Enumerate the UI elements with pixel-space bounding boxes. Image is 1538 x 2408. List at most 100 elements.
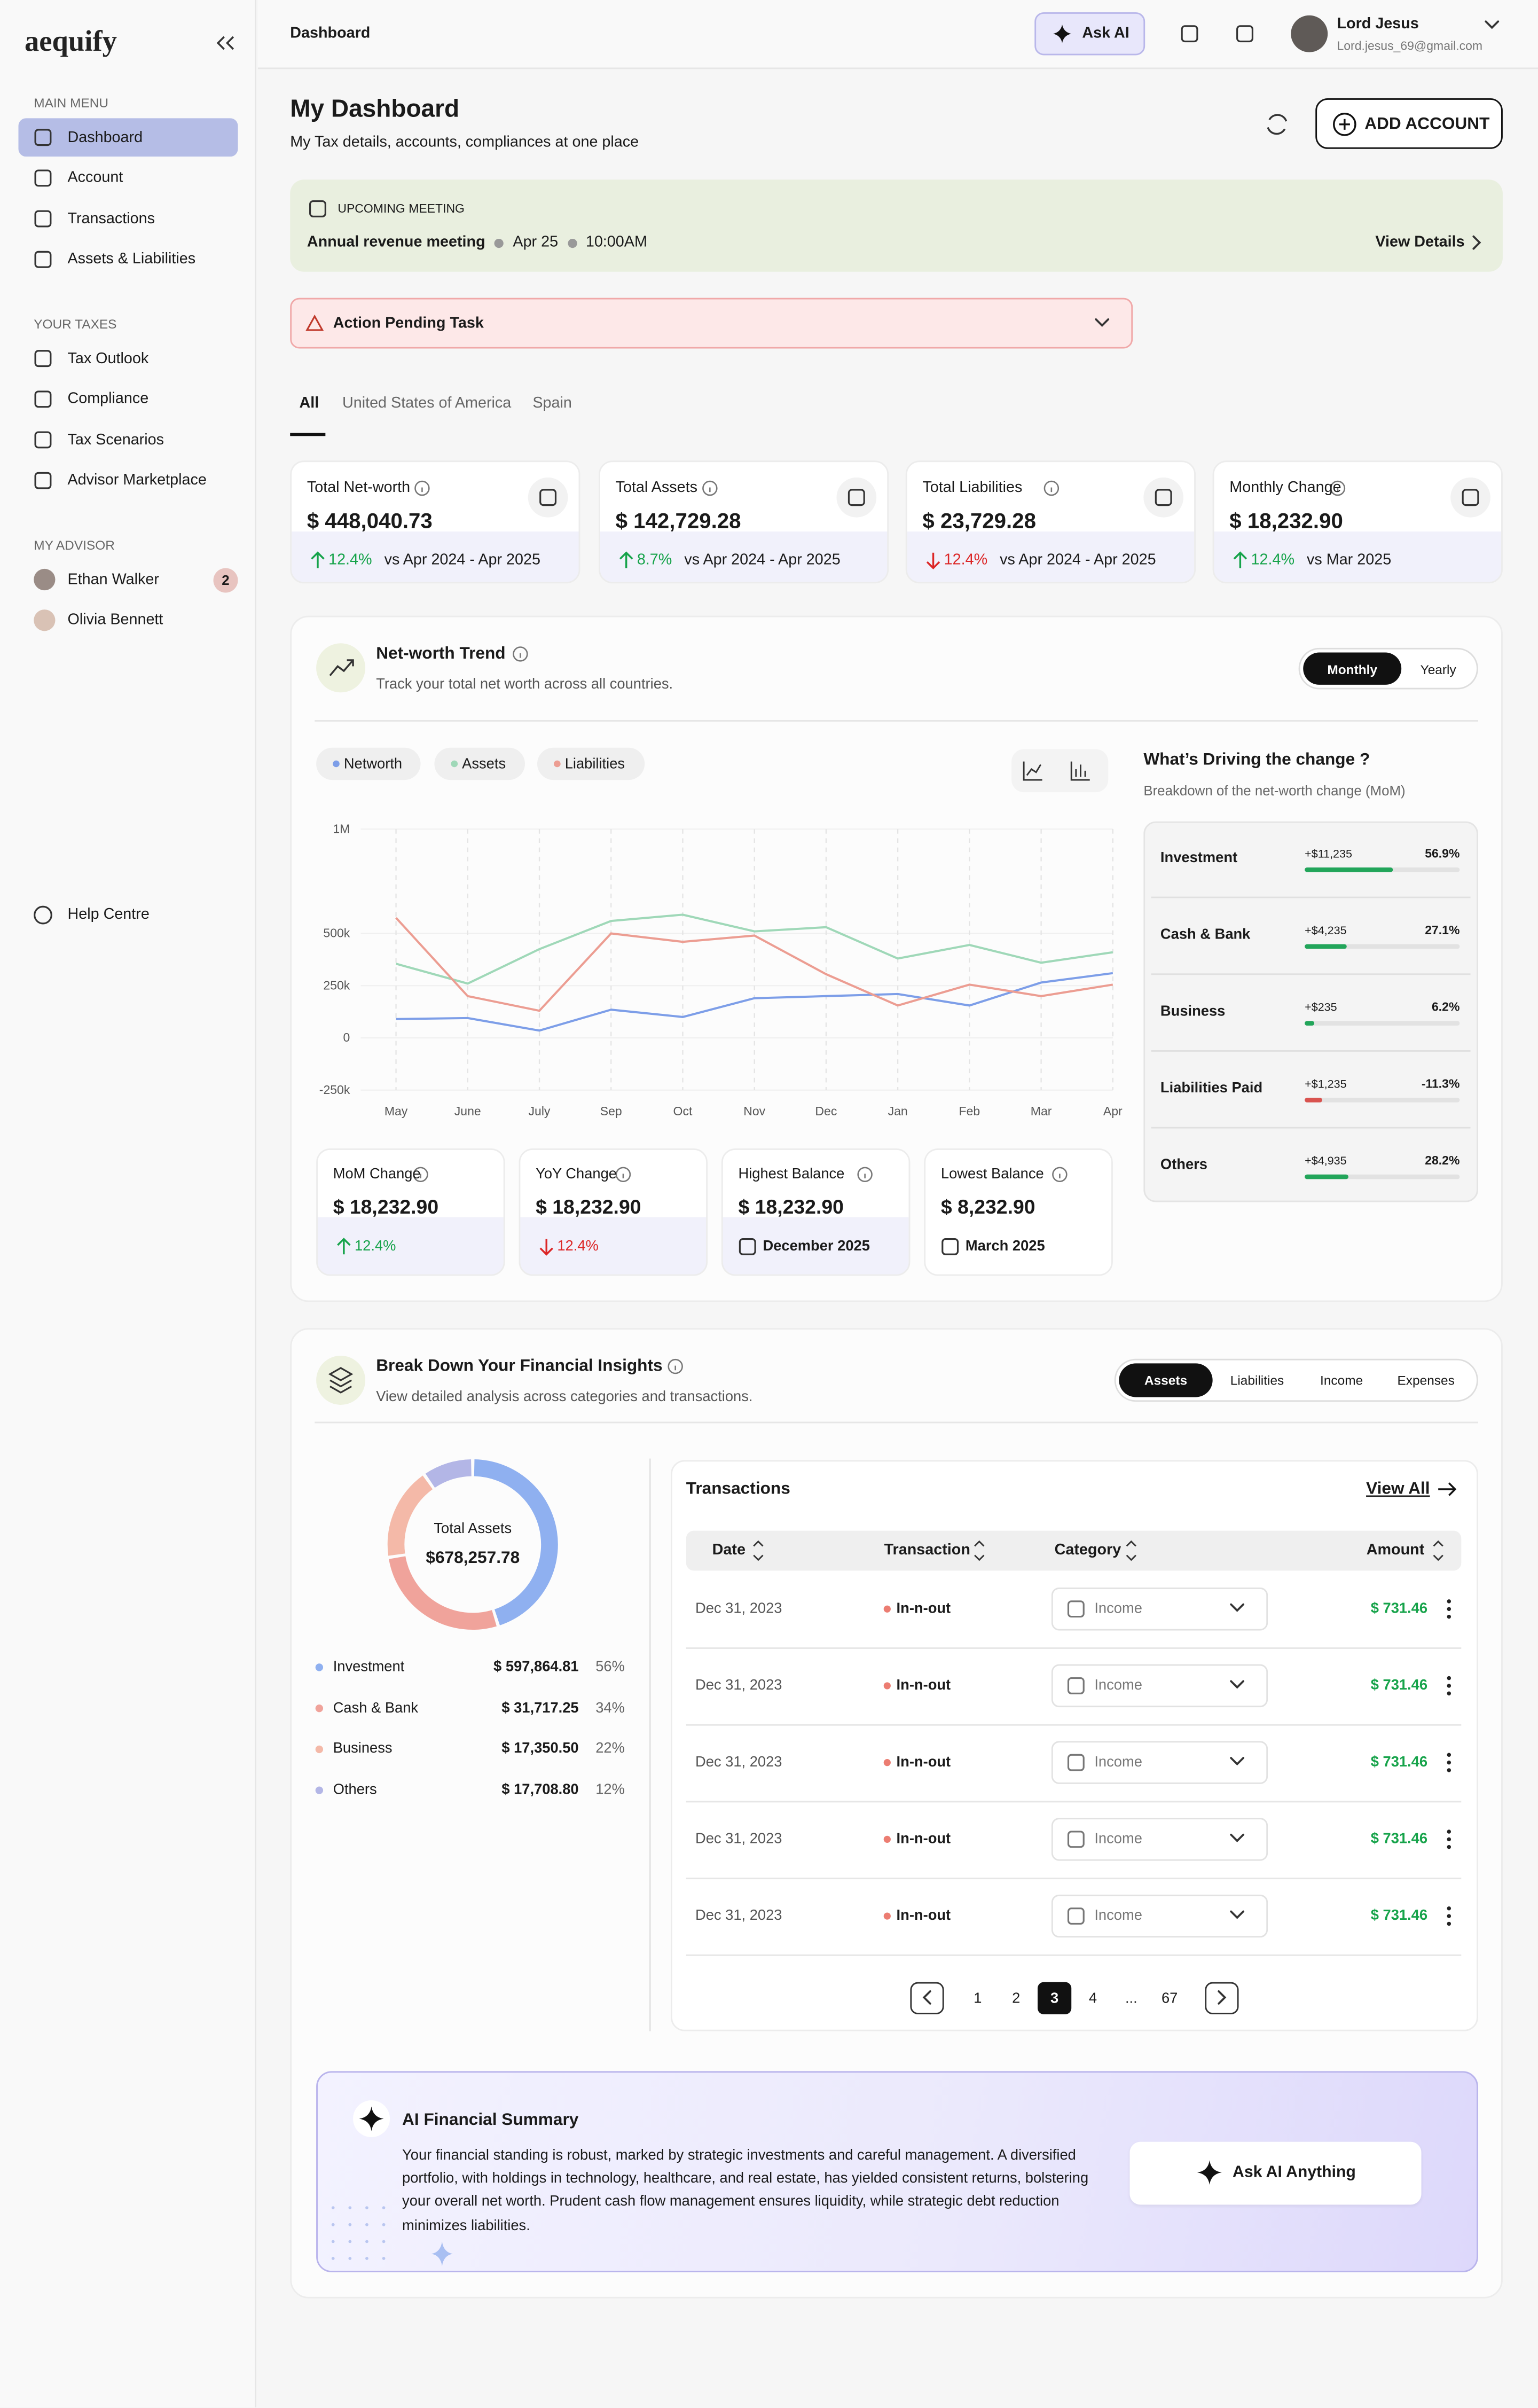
- insight-tab[interactable]: Liabilities: [1230, 1372, 1284, 1388]
- page-number[interactable]: 3: [1050, 1990, 1059, 2007]
- stat-change: 12.4%: [354, 1238, 396, 1255]
- stat-value: $ 18,232.90: [738, 1195, 844, 1218]
- insight-tab[interactable]: Income: [1320, 1372, 1363, 1388]
- column-header[interactable]: Date: [712, 1542, 746, 1559]
- donut-total: $678,257.78: [426, 1549, 520, 1568]
- category-dropdown[interactable]: [1051, 1894, 1268, 1938]
- page-number[interactable]: ...: [1125, 1990, 1137, 2007]
- kpi-label: Total Net-worth: [307, 480, 411, 497]
- page-number[interactable]: 1: [974, 1990, 982, 2007]
- help-link[interactable]: Help Centre: [67, 906, 150, 924]
- asset-amount: $ 17,708.80: [501, 1781, 579, 1799]
- transaction-amount: $ 731.46: [1370, 1831, 1428, 1848]
- prev-page[interactable]: [910, 1982, 944, 2015]
- menu-item[interactable]: Assets & Liabilities: [67, 251, 196, 268]
- stat-label: YoY Change: [536, 1166, 617, 1183]
- asset-name: Business: [333, 1741, 393, 1758]
- menu-section-title: MAIN MENU: [34, 95, 109, 111]
- transaction-name: In-n-out: [896, 1600, 951, 1618]
- separator-dot: [567, 238, 577, 247]
- user-email: Lord.jesus_69@gmail.com: [1337, 39, 1483, 53]
- kpi-value: $ 142,729.28: [615, 508, 741, 533]
- menu-item[interactable]: Compliance: [67, 390, 149, 408]
- row-divider: [1151, 973, 1471, 975]
- transaction-amount: $ 731.46: [1370, 1677, 1428, 1694]
- x-tick-label: Dec: [815, 1105, 837, 1119]
- menu-item[interactable]: Advisor Marketplace: [67, 472, 207, 489]
- ask-ai-anything-label[interactable]: Ask AI Anything: [1233, 2163, 1356, 2182]
- row-divider: [1151, 1050, 1471, 1052]
- active-insight-tab[interactable]: [1119, 1363, 1213, 1397]
- column-header[interactable]: Amount: [1366, 1542, 1425, 1559]
- category-dropdown[interactable]: [1051, 1587, 1268, 1631]
- section-title: Break Down Your Financial Insights: [376, 1357, 663, 1376]
- asset-amount: $ 597,864.81: [493, 1659, 579, 1676]
- menu-item[interactable]: Tax Outlook: [67, 350, 149, 367]
- menu-item[interactable]: Tax Scenarios: [67, 431, 164, 449]
- menu-item[interactable]: Dashboard: [67, 129, 143, 146]
- kpi-change-row: 8.7% vs Apr 2024 - Apr 2025: [637, 552, 841, 569]
- active-toggle[interactable]: [1303, 652, 1402, 685]
- page-number[interactable]: 4: [1088, 1990, 1097, 2007]
- category-value: Income: [1094, 1754, 1142, 1771]
- ask-ai-anything-button[interactable]: [1129, 2141, 1422, 2205]
- driver-percent: -11.3%: [1421, 1077, 1460, 1091]
- stat-label: Highest Balance: [738, 1166, 845, 1183]
- row-divider: [686, 1878, 1462, 1880]
- driver-change: +$4,935: [1305, 1153, 1347, 1168]
- pending-task-bar[interactable]: [290, 298, 1133, 349]
- transaction-name: In-n-out: [896, 1677, 951, 1694]
- category-dropdown[interactable]: [1051, 1741, 1268, 1784]
- menu-item[interactable]: Transactions: [67, 210, 155, 228]
- page-number[interactable]: 67: [1161, 1990, 1178, 2007]
- menu-item[interactable]: Account: [67, 169, 123, 187]
- insight-tab[interactable]: Expenses: [1397, 1372, 1455, 1388]
- advisor-badge: 2: [222, 573, 230, 588]
- separator-dot: [494, 238, 504, 247]
- category-dropdown[interactable]: [1051, 1664, 1268, 1708]
- country-tab[interactable]: United States of America: [342, 395, 512, 412]
- row-divider: [1151, 1127, 1471, 1129]
- column-header[interactable]: Transaction: [884, 1542, 970, 1559]
- country-tab[interactable]: All: [299, 395, 319, 412]
- next-page[interactable]: [1205, 1982, 1239, 2015]
- x-tick-label: June: [454, 1105, 481, 1119]
- view-details-link[interactable]: View Details: [1375, 234, 1465, 251]
- column-header[interactable]: Category: [1054, 1542, 1121, 1559]
- view-all-link[interactable]: View All: [1366, 1480, 1430, 1499]
- toggle-option[interactable]: Yearly: [1420, 661, 1456, 677]
- menu-item[interactable]: Ethan Walker: [67, 571, 159, 588]
- table-header: [686, 1530, 1462, 1571]
- legend-pill[interactable]: [434, 747, 525, 780]
- category-dropdown[interactable]: [1051, 1818, 1268, 1861]
- country-tab[interactable]: Spain: [532, 395, 572, 412]
- meeting-line: Annual revenue meeting Apr 25 10:00AM: [307, 234, 647, 251]
- asset-name: Others: [333, 1781, 377, 1799]
- driver-name: Investment: [1160, 849, 1238, 867]
- driving-subtitle: Breakdown of the net-worth change (MoM): [1143, 783, 1406, 799]
- driver-percent: 6.2%: [1432, 1000, 1460, 1014]
- divider: [315, 1421, 1478, 1424]
- ask-ai-label: Ask AI: [1082, 25, 1129, 43]
- transaction-amount: $ 731.46: [1370, 1600, 1428, 1618]
- transaction-name: In-n-out: [896, 1754, 951, 1771]
- meeting-time: 10:00AM: [585, 234, 647, 251]
- asset-percent: 22%: [595, 1741, 625, 1758]
- menu-item[interactable]: Olivia Bennett: [67, 612, 163, 629]
- asset-percent: 12%: [595, 1781, 625, 1799]
- category-value: Income: [1094, 1831, 1142, 1848]
- page-number[interactable]: 2: [1012, 1990, 1021, 2007]
- toggle-option[interactable]: Monthly: [1327, 661, 1378, 677]
- transaction-amount: $ 731.46: [1370, 1907, 1428, 1925]
- ai-summary-title: AI Financial Summary: [402, 2111, 579, 2130]
- kpi-change: 8.7%: [637, 552, 672, 569]
- category-value: Income: [1094, 1600, 1142, 1618]
- logo: aequify: [24, 26, 117, 59]
- kpi-value: $ 448,040.73: [307, 508, 433, 533]
- asset-amount: $ 17,350.50: [501, 1741, 579, 1758]
- x-tick-label: Feb: [959, 1105, 980, 1119]
- insight-tab[interactable]: Assets: [1144, 1372, 1188, 1388]
- x-tick-label: July: [528, 1105, 551, 1119]
- kpi-value: $ 23,729.28: [922, 508, 1037, 533]
